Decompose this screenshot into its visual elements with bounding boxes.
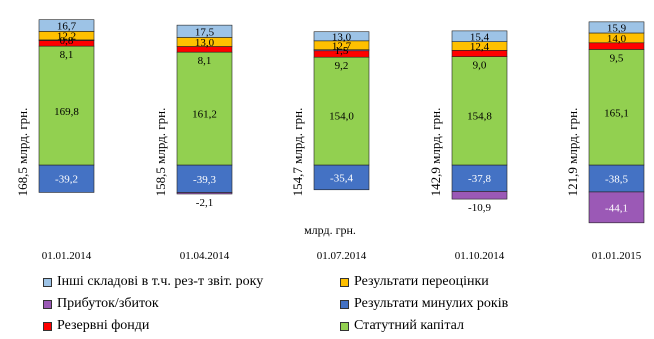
legend-swatch-profit: [43, 299, 52, 309]
legend-item-capital: Статутний капітал: [340, 318, 464, 334]
data-label-profit_pos-2: 1,5: [335, 45, 349, 57]
data-label-retained-4: -38,5: [605, 173, 628, 185]
bar-segment-capital-2: [313, 56, 370, 166]
legend-label-capital: Статутний капітал: [354, 318, 464, 333]
data-label-capital-4: 165,1: [604, 107, 629, 119]
total-label-0: 168,5 млрд. грн.: [15, 108, 30, 197]
total-label-2: 154,7 млрд. грн.: [290, 108, 305, 197]
legend-item-other: Інші складові в т.ч. рез-т звіт. року: [43, 274, 263, 290]
data-label-reserve-1: 8,1: [198, 55, 212, 67]
bar-segment-other-0: [38, 19, 95, 32]
bar-segment-retained-0: [38, 164, 95, 193]
data-label-reserve-0: 8,1: [60, 49, 74, 61]
legend-swatch-retained: [340, 299, 349, 309]
category-label-0: 01.01.2014: [42, 250, 92, 262]
legend-label-other: Інші складові в т.ч. рез-т звіт. року: [57, 274, 264, 289]
total-label-1: 158,5 млрд. грн.: [153, 108, 168, 197]
legend-item-retained: Результати минулих років: [340, 296, 508, 312]
legend-swatch-reserve: [43, 321, 52, 331]
data-label-reval-2: 12,7: [332, 40, 352, 52]
data-label-reserve-4: 9,5: [610, 52, 624, 64]
legend-label-retained: Результати минулих років: [354, 296, 509, 311]
legend-swatch-reval: [340, 277, 349, 287]
category-label-4: 01.01.2015: [592, 250, 642, 262]
legend-item-profit: Прибуток/збиток: [43, 296, 159, 312]
data-label-reval-1: 13,0: [195, 37, 215, 49]
legend-item-reserve: Резервні фонди: [43, 318, 149, 334]
bar-segment-profit-3: [451, 191, 508, 200]
bar-segment-retained-3: [451, 164, 508, 192]
bar-segment-retained-2: [313, 164, 370, 191]
category-label-3: 01.10.2014: [455, 250, 505, 262]
data-label-other-4: 15,9: [607, 22, 627, 34]
data-label-capital-2: 154,0: [329, 111, 354, 123]
category-label-2: 01.07.2014: [317, 250, 367, 262]
data-label-reval-4: 14,0: [607, 33, 627, 45]
bar-segment-retained-1: [176, 164, 233, 193]
data-label-profit-4: -44,1: [605, 202, 628, 214]
legend-item-reval: Результати переоцінки: [340, 274, 489, 290]
data-label-reserve-2: 9,2: [335, 60, 349, 72]
legend-label-profit: Прибуток/збиток: [57, 296, 159, 311]
data-label-other-1: 17,5: [195, 26, 215, 38]
data-label-reval-0: 12,2: [57, 31, 76, 43]
data-label-capital-3: 154,8: [467, 110, 492, 122]
x-axis-label: млрд. грн.: [304, 223, 356, 237]
data-label-retained-1: -39,3: [193, 174, 216, 186]
data-label-retained-2: -35,4: [330, 172, 353, 184]
legend-label-reval: Результати переоцінки: [354, 274, 489, 289]
bar-segment-other-2: [313, 31, 370, 42]
legend-swatch-capital: [340, 321, 349, 331]
data-label-reval-3: 12,4: [470, 41, 490, 53]
bar-segment-capital-1: [176, 51, 233, 166]
data-label-reserve-3: 9,0: [473, 60, 487, 72]
data-label-retained-3: -37,8: [468, 173, 491, 185]
data-label-retained-0: -39,2: [55, 174, 78, 186]
category-label-1: 01.04.2014: [180, 250, 230, 262]
bar-segment-retained-4: [588, 164, 645, 193]
bar-segment-other-1: [176, 24, 233, 38]
data-label-other-3: 15,4: [470, 31, 490, 43]
bar-segment-profit-4: [588, 191, 645, 224]
bar-segment-profit-1: [176, 192, 233, 195]
bar-segment-capital-3: [451, 56, 508, 166]
legend-swatch-other: [43, 277, 52, 287]
data-label-other-2: 13,0: [332, 31, 352, 43]
data-label-profit_pos-0: 0,8: [60, 35, 74, 47]
legend: Інші складові в т.ч. рез-т звіт. року Ре…: [0, 270, 654, 339]
data-label-capital-0: 169,8: [54, 106, 79, 118]
data-label-profit-3: -10,9: [468, 202, 491, 214]
legend-label-reserve: Резервні фонди: [57, 318, 150, 333]
bar-segment-other-3: [451, 30, 508, 42]
bars-layer: [38, 19, 645, 224]
data-label-capital-1: 161,2: [192, 109, 217, 121]
bar-segment-other-4: [588, 21, 645, 34]
total-label-3: 142,9 млрд. грн.: [428, 108, 443, 197]
bar-segment-capital-4: [588, 49, 645, 166]
labels-layer: -39,2 169,8 8,1 0,812,216,7 01.01.2014 168,5 …: [15, 21, 642, 262]
bar-segment-capital-0: [38, 45, 95, 166]
total-label-4: 121,9 млрд. грн.: [565, 108, 580, 197]
data-label-other-0: 16,7: [57, 21, 77, 33]
data-label-profit-1: -2,1: [196, 197, 213, 209]
